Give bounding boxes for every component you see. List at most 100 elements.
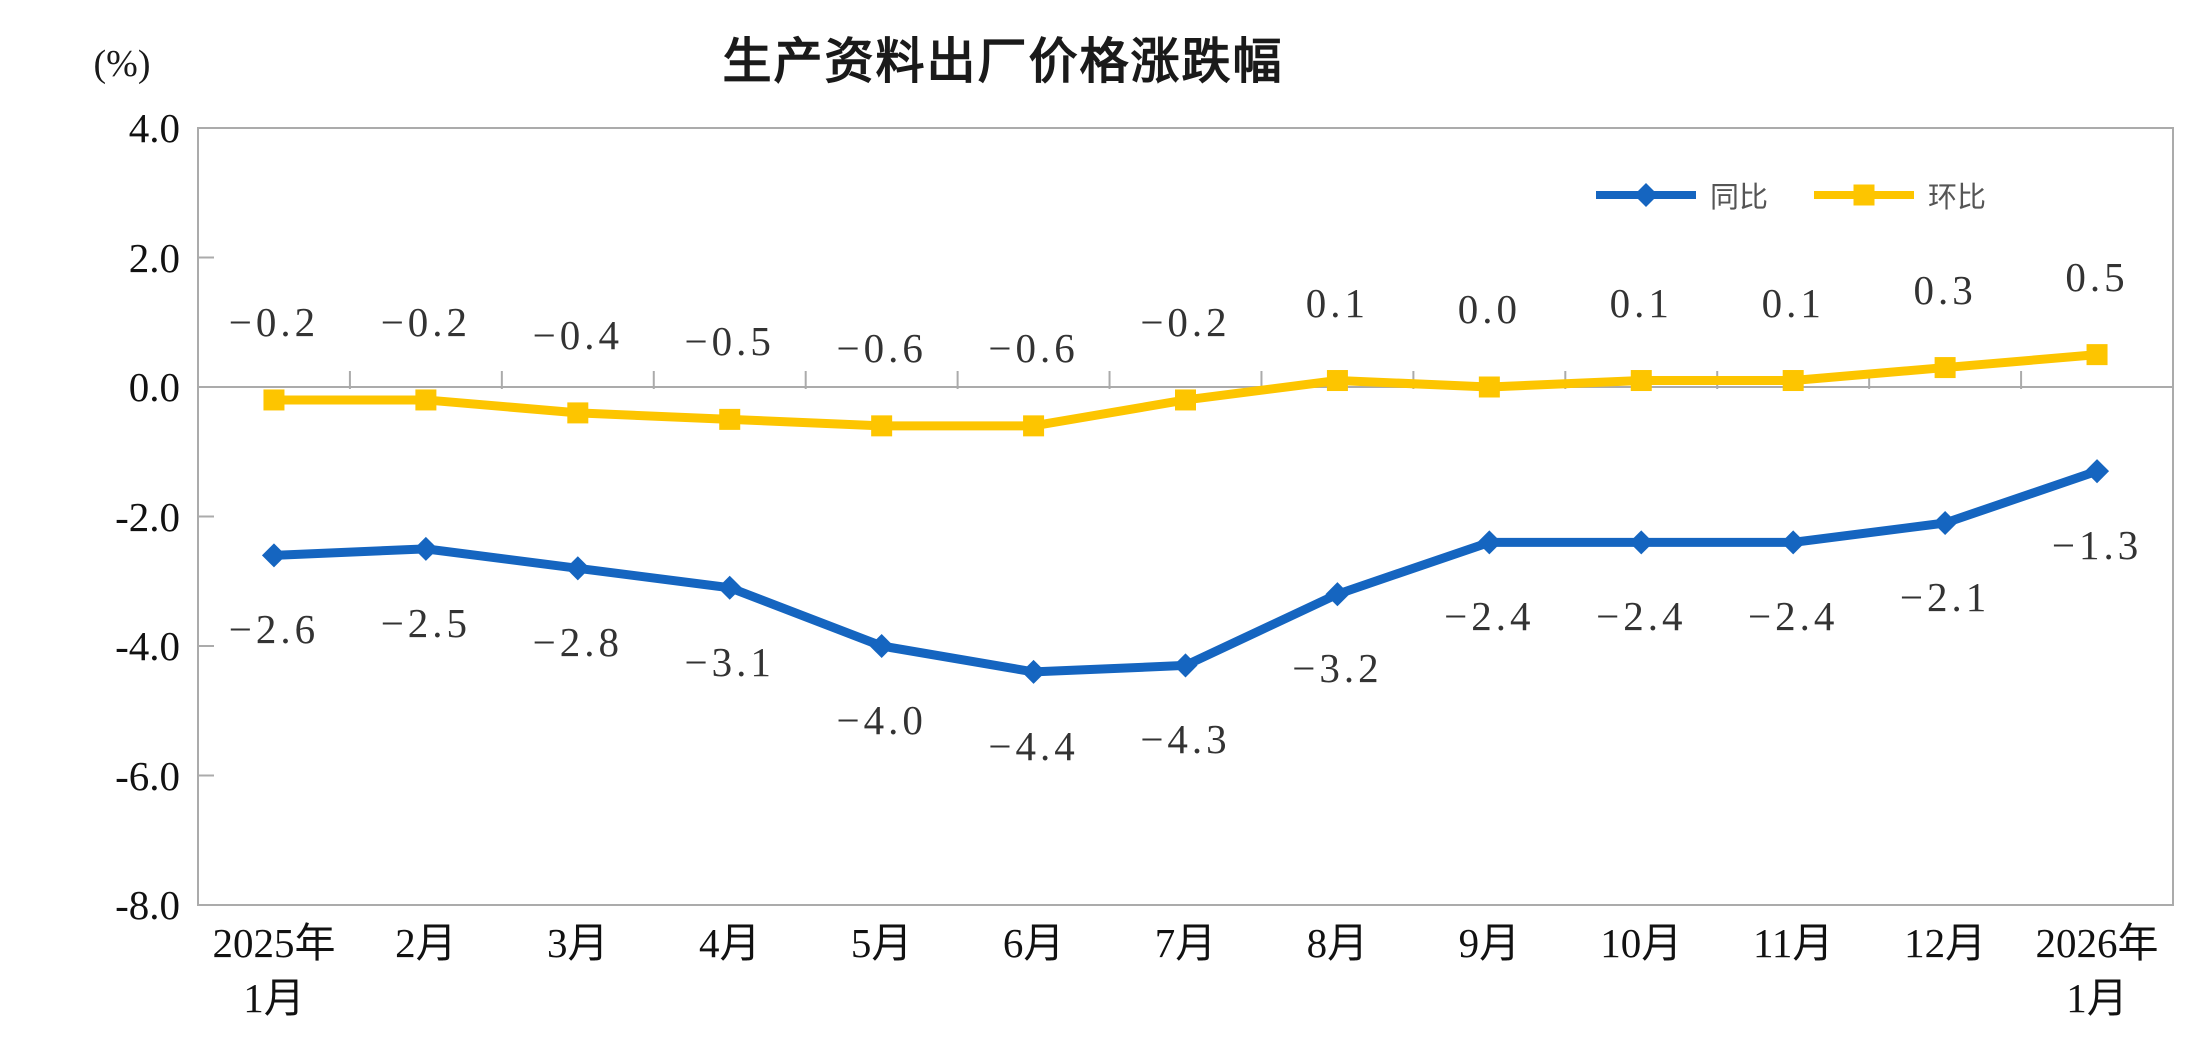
y-axis-tick-label: 4.0 [128, 105, 180, 151]
square-marker-icon [263, 389, 285, 411]
y-axis-unit-label: (%) [93, 43, 151, 85]
square-marker-icon [1782, 370, 1804, 392]
legend: 同比 环比 [1596, 174, 1986, 216]
data-label-series-1: 0.3 [1913, 266, 1977, 313]
data-label-series-1: −0.5 [684, 318, 775, 365]
diamond-marker-icon [1781, 530, 1806, 555]
x-axis-tick-label: 9月 [1374, 916, 1604, 971]
y-axis-tick-label: 2.0 [128, 234, 180, 281]
data-label-series-1: −0.2 [380, 298, 472, 345]
x-axis-tick-label: 12月 [1830, 916, 2060, 971]
data-label-series-1: −0.6 [836, 324, 927, 371]
x-axis-tick-label: 7月 [1071, 916, 1301, 971]
diamond-marker-icon [2085, 459, 2110, 484]
square-marker-icon [415, 389, 437, 411]
square-marker-icon [719, 408, 741, 430]
x-axis-tick-label: 11月 [1678, 916, 1908, 971]
x-axis-tick-label-line: 2月 [395, 920, 457, 966]
data-label-series-0: −2.1 [1899, 573, 1991, 620]
legend-label-mom: 环比 [1928, 182, 1987, 214]
data-label-series-0: −2.5 [380, 599, 472, 646]
data-label-series-1: 0.1 [1761, 279, 1825, 326]
x-axis-tick-label-line: 4月 [698, 920, 761, 966]
data-label-series-0: −4.4 [988, 722, 1079, 769]
x-axis-tick-label-line: 9月 [1458, 920, 1521, 966]
y-axis-tick-label: -4.0 [115, 623, 180, 669]
diamond-marker-icon [413, 536, 438, 561]
square-marker-icon [2086, 344, 2108, 366]
data-label-series-0: −1.3 [2051, 522, 2143, 569]
data-label-series-1: −0.4 [532, 311, 623, 358]
x-axis-tick-label: 3月 [463, 916, 693, 971]
data-label-series-1: 0.5 [2065, 253, 2129, 300]
x-axis-tick-label: 5月 [767, 916, 997, 971]
x-axis-tick-label-line: 1月 [2066, 975, 2128, 1021]
square-marker-icon [871, 415, 893, 437]
data-label-series-1: −0.2 [228, 298, 320, 345]
x-axis-tick-label: 10月 [1526, 916, 1756, 971]
data-label-series-0: −4.3 [1140, 716, 1231, 763]
square-marker-icon [1023, 415, 1045, 437]
x-axis-tick-label-line: 7月 [1154, 920, 1217, 966]
data-label-series-1: 0.1 [1609, 279, 1673, 326]
square-marker-icon [1853, 184, 1875, 206]
x-axis-tick-label: 8月 [1222, 916, 1452, 971]
x-axis-tick-label-line: 2025年 [212, 920, 336, 966]
x-axis-tick-label-line: 1月 [243, 975, 305, 1021]
data-label-series-0: −2.4 [1444, 593, 1535, 640]
data-label-series-0: −2.8 [532, 619, 623, 666]
data-label-series-1: −0.2 [1140, 298, 1231, 345]
x-axis-tick-label-line: 8月 [1306, 920, 1369, 966]
x-axis-tick-label: 6月 [919, 916, 1149, 971]
diamond-marker-icon [1173, 653, 1198, 678]
x-axis-tick-label: 2月 [311, 916, 541, 971]
diamond-marker-icon [261, 543, 286, 568]
square-marker-icon [567, 402, 589, 424]
x-axis-tick-label-line: 11月 [1752, 920, 1834, 966]
data-label-series-1: −0.6 [988, 324, 1079, 371]
data-label-series-0: −2.4 [1748, 593, 1839, 640]
square-marker-icon [1478, 376, 1500, 398]
data-label-series-0: −3.2 [1292, 645, 1383, 692]
diamond-marker-icon [565, 556, 590, 581]
yoy-line-swatch [1596, 182, 1696, 208]
x-axis-tick-label: 2025年 1月 [159, 916, 389, 1026]
square-marker-icon [1934, 357, 1956, 379]
y-axis-tick-label: 0.0 [128, 364, 180, 410]
x-axis-tick-label-line: 10月 [1600, 920, 1683, 966]
data-label-series-0: −2.4 [1596, 593, 1687, 640]
legend-label-yoy: 同比 [1710, 182, 1769, 214]
diamond-marker-icon [1633, 182, 1659, 208]
diamond-marker-icon [1477, 530, 1502, 555]
data-label-series-0: −2.6 [228, 606, 320, 653]
mom-line-swatch [1814, 184, 1915, 206]
plot-border [197, 127, 2174, 906]
x-axis-tick-label: 2026年 1月 [1982, 916, 2208, 1026]
x-axis-tick-label-line: 12月 [1904, 920, 1987, 966]
data-label-series-0: −4.0 [836, 697, 927, 743]
square-marker-icon [1326, 370, 1348, 392]
y-axis-tick-label: -2.0 [115, 493, 180, 540]
y-axis-tick-label: -8.0 [115, 882, 180, 928]
diamond-marker-icon [1629, 530, 1654, 555]
square-marker-icon [1175, 389, 1196, 411]
data-label-series-1: 0.1 [1305, 279, 1370, 326]
x-axis-tick-label-line: 3月 [547, 920, 609, 966]
x-axis-tick-label-line: 2026年 [2035, 920, 2159, 966]
diamond-marker-icon [1021, 659, 1046, 684]
x-axis-tick-label-line: 5月 [850, 920, 913, 966]
diamond-marker-icon [1325, 582, 1350, 607]
x-axis-tick-label-line: 6月 [1002, 920, 1065, 966]
chart-title: 生产资料出厂价格涨跌幅 [722, 35, 1284, 89]
legend-item-mom: 环比 [1814, 174, 1986, 216]
x-axis-tick-label: 4月 [615, 916, 845, 971]
data-label-series-1: 0.0 [1457, 286, 1521, 332]
diamond-marker-icon [869, 633, 894, 659]
square-marker-icon [1630, 370, 1652, 392]
diamond-marker-icon [717, 575, 742, 600]
y-axis-tick-label: -6.0 [115, 752, 180, 799]
data-label-series-0: −3.1 [684, 638, 775, 685]
diamond-marker-icon [1933, 510, 1958, 535]
